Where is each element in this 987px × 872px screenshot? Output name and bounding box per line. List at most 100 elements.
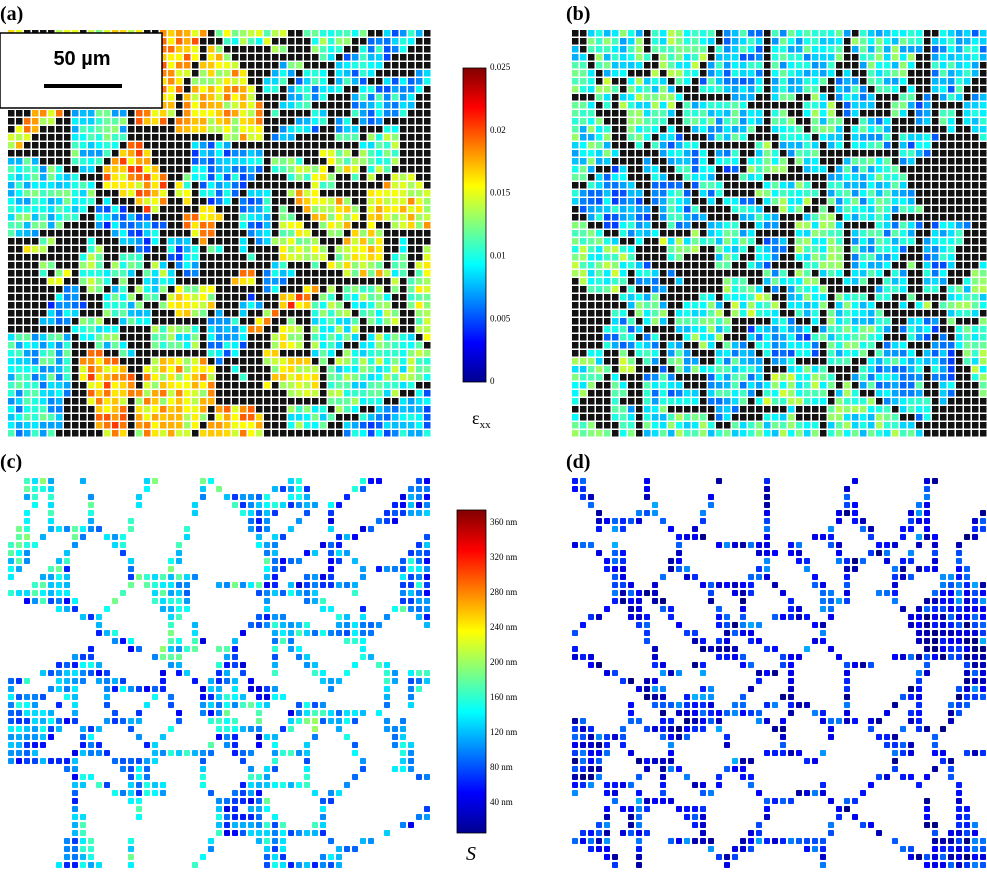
map-pixel xyxy=(700,182,707,189)
map-pixel xyxy=(892,222,899,229)
map-pixel xyxy=(620,118,627,125)
map-pixel xyxy=(304,198,311,205)
map-pixel xyxy=(48,366,55,373)
map-pixel xyxy=(660,318,667,325)
map-pixel xyxy=(272,390,279,397)
map-pixel xyxy=(72,278,79,285)
map-pixel xyxy=(72,110,79,117)
map-pixel xyxy=(820,78,827,85)
map-pixel xyxy=(56,414,63,421)
map-pixel xyxy=(200,382,207,389)
map-pixel xyxy=(352,246,359,253)
map-pixel xyxy=(596,150,603,157)
map-pixel xyxy=(620,278,627,285)
map-pixel xyxy=(408,78,415,85)
map-pixel xyxy=(32,206,39,213)
map-pixel xyxy=(192,270,199,277)
map-pixel xyxy=(200,254,207,261)
map-pixel xyxy=(924,174,931,181)
map-pixel xyxy=(248,294,255,301)
map-pixel xyxy=(96,254,103,261)
map-pixel xyxy=(900,278,907,285)
map-pixel xyxy=(948,302,955,309)
map-pixel xyxy=(192,294,199,301)
map-pixel xyxy=(408,302,415,309)
map-pixel xyxy=(660,246,667,253)
map-pixel xyxy=(104,398,111,405)
map-pixel xyxy=(408,358,415,365)
map-pixel xyxy=(216,62,223,69)
map-pixel xyxy=(780,222,787,229)
map-pixel xyxy=(104,342,111,349)
map-pixel xyxy=(620,158,627,165)
map-pixel xyxy=(208,118,215,125)
map-pixel xyxy=(692,230,699,237)
map-pixel xyxy=(320,230,327,237)
map-pixel xyxy=(716,270,723,277)
map-pixel xyxy=(376,102,383,109)
map-pixel xyxy=(740,294,747,301)
map-pixel xyxy=(940,278,947,285)
map-pixel xyxy=(948,350,955,357)
map-pixel xyxy=(740,374,747,381)
map-pixel xyxy=(288,358,295,365)
map-pixel xyxy=(820,342,827,349)
map-pixel xyxy=(424,38,431,45)
map-pixel xyxy=(296,62,303,69)
map-pixel xyxy=(732,30,739,37)
map-pixel xyxy=(740,182,747,189)
map-pixel xyxy=(224,358,231,365)
map-pixel xyxy=(708,118,715,125)
map-pixel xyxy=(400,62,407,69)
map-pixel xyxy=(852,46,859,53)
map-pixel xyxy=(320,134,327,141)
map-pixel xyxy=(620,254,627,261)
map-pixel xyxy=(120,230,127,237)
map-pixel xyxy=(48,286,55,293)
map-pixel xyxy=(876,302,883,309)
map-pixel xyxy=(272,102,279,109)
map-pixel xyxy=(964,206,971,213)
map-pixel xyxy=(200,110,207,117)
map-pixel xyxy=(336,182,343,189)
map-pixel xyxy=(40,310,47,317)
map-pixel xyxy=(620,182,627,189)
map-pixel xyxy=(780,342,787,349)
map-pixel xyxy=(400,30,407,37)
map-pixel xyxy=(636,118,643,125)
map-pixel xyxy=(892,230,899,237)
map-pixel xyxy=(352,126,359,133)
map-pixel xyxy=(780,70,787,77)
map-pixel xyxy=(724,166,731,173)
map-pixel xyxy=(376,238,383,245)
map-pixel xyxy=(980,46,987,53)
map-pixel xyxy=(368,286,375,293)
map-pixel xyxy=(636,86,643,93)
map-pixel xyxy=(160,238,167,245)
map-pixel xyxy=(120,334,127,341)
map-pixel xyxy=(24,246,31,253)
map-pixel xyxy=(612,334,619,341)
map-pixel xyxy=(240,110,247,117)
map-pixel xyxy=(588,54,595,61)
map-pixel xyxy=(940,102,947,109)
map-pixel xyxy=(160,118,167,125)
map-pixel xyxy=(900,182,907,189)
map-pixel xyxy=(352,270,359,277)
map-pixel xyxy=(868,46,875,53)
map-pixel xyxy=(924,166,931,173)
map-pixel xyxy=(136,350,143,357)
map-pixel xyxy=(740,102,747,109)
map-pixel xyxy=(804,254,811,261)
map-pixel xyxy=(352,198,359,205)
map-pixel xyxy=(812,110,819,117)
map-pixel xyxy=(296,326,303,333)
map-pixel xyxy=(948,366,955,373)
map-pixel xyxy=(892,54,899,61)
map-pixel xyxy=(352,406,359,413)
map-pixel xyxy=(804,342,811,349)
map-pixel xyxy=(612,318,619,325)
map-pixel xyxy=(416,134,423,141)
map-pixel xyxy=(836,342,843,349)
map-pixel xyxy=(820,118,827,125)
